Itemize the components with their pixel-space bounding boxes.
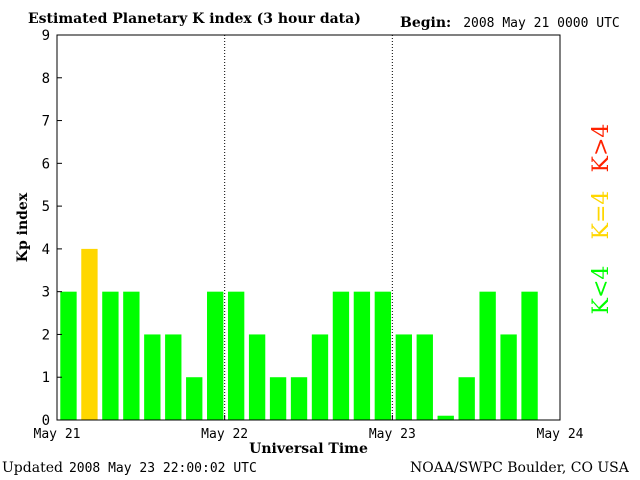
x-tick-label: May 21 [34, 427, 81, 442]
bar-series [60, 248, 538, 420]
legend-entry: K>4 [589, 124, 614, 173]
kp-bar [60, 291, 77, 420]
x-tick-label: May 22 [201, 427, 248, 442]
y-tick-label: 3 [42, 285, 50, 301]
y-tick-label: 5 [42, 199, 50, 215]
kp-bar [521, 291, 538, 420]
legend-entry: K<4 [589, 266, 614, 315]
kp-bar [416, 334, 433, 420]
kp-bar [311, 334, 329, 420]
kp-bar [437, 415, 454, 420]
y-axis: 0 1 2 3 4 5 6 7 8 9 [42, 28, 62, 429]
kp-bar [374, 291, 392, 420]
begin-time: Begin: 2008 May 21 0000 UTC [400, 15, 620, 32]
kp-bar [290, 377, 308, 420]
plot-frame [56, 34, 561, 421]
kp-bar [102, 291, 119, 420]
y-tick-label: 4 [42, 242, 50, 258]
chart-title: Estimated Planetary K index (3 hour data… [28, 11, 361, 27]
legend: K<4 K=4 K>4 [589, 124, 614, 315]
y-tick-label: 6 [42, 156, 50, 172]
kp-bar [395, 334, 412, 420]
updated-time: Updated 2008 May 23 22:00:02 UTC [2, 460, 257, 477]
begin-value: 2008 May 21 0000 UTC [463, 16, 620, 31]
y-tick-label: 2 [42, 327, 50, 343]
kp-bar [353, 291, 371, 420]
x-tick-label: May 24 [537, 427, 584, 442]
y-tick-label: 8 [42, 71, 50, 87]
begin-label: Begin: [400, 15, 452, 31]
x-tick-label: May 23 [369, 427, 416, 442]
source-credit: NOAA/SWPC Boulder, CO USA [410, 460, 629, 476]
y-tick-label: 0 [42, 413, 50, 429]
kp-bar [500, 334, 517, 420]
kp-bar [144, 334, 161, 420]
y-axis-label: Kp index [15, 192, 31, 262]
kp-bar [165, 334, 182, 420]
kp-bar [123, 291, 140, 420]
kp-bar [269, 377, 287, 420]
kp-bar [248, 334, 266, 420]
kp-bar [186, 377, 203, 420]
legend-entry: K=4 [589, 191, 614, 240]
kp-bar [479, 291, 496, 420]
kp-bar [227, 291, 245, 420]
y-tick-label: 7 [42, 114, 50, 130]
day-separators [224, 35, 393, 420]
kp-bar [81, 248, 98, 420]
y-tick-label: 1 [42, 370, 50, 386]
updated-value: 2008 May 23 22:00:02 UTC [68, 461, 257, 476]
x-axis: May 21 May 22 May 23 May 24 [34, 415, 584, 442]
kp-bar [207, 291, 224, 420]
kp-bar [332, 291, 350, 420]
y-tick-label: 9 [42, 28, 50, 44]
x-axis-label: Universal Time [249, 441, 368, 457]
updated-label: Updated [2, 460, 63, 476]
kp-bar [458, 377, 475, 420]
